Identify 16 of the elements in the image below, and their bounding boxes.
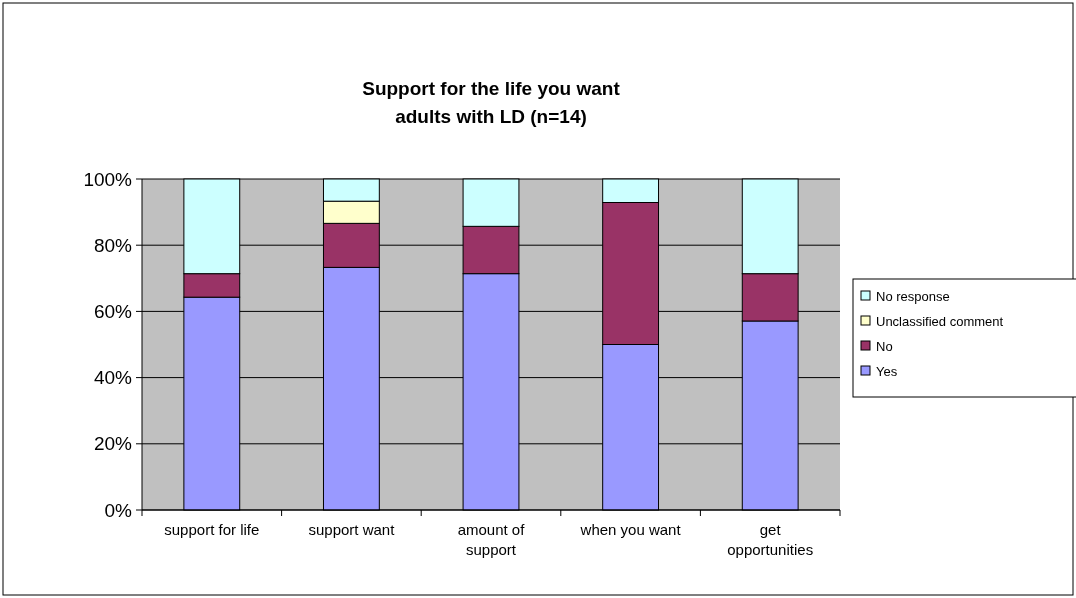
legend-label: No [876, 338, 893, 354]
legend-label: Unclassified comment [876, 313, 1004, 329]
x-tick-label: amount of support [457, 521, 526, 558]
y-tick-label: 60% [93, 301, 133, 323]
y-tick-label: 80% [93, 234, 133, 256]
y-tick-label: 20% [93, 433, 133, 455]
x-tick-label: support want [308, 521, 396, 538]
x-tick-label: support for life [164, 521, 260, 538]
legend-label: Yes [876, 363, 898, 379]
chart-title: Support for the life you want adults with LD (n=14) [362, 78, 621, 127]
y-tick-label: 0% [104, 499, 133, 521]
y-tick-label: 40% [93, 367, 133, 389]
y-tick-label: 100% [83, 168, 133, 190]
x-tick-label: when you want [579, 521, 682, 538]
legend-label: No response [876, 288, 950, 304]
x-tick-label: get opportunities [727, 521, 814, 558]
